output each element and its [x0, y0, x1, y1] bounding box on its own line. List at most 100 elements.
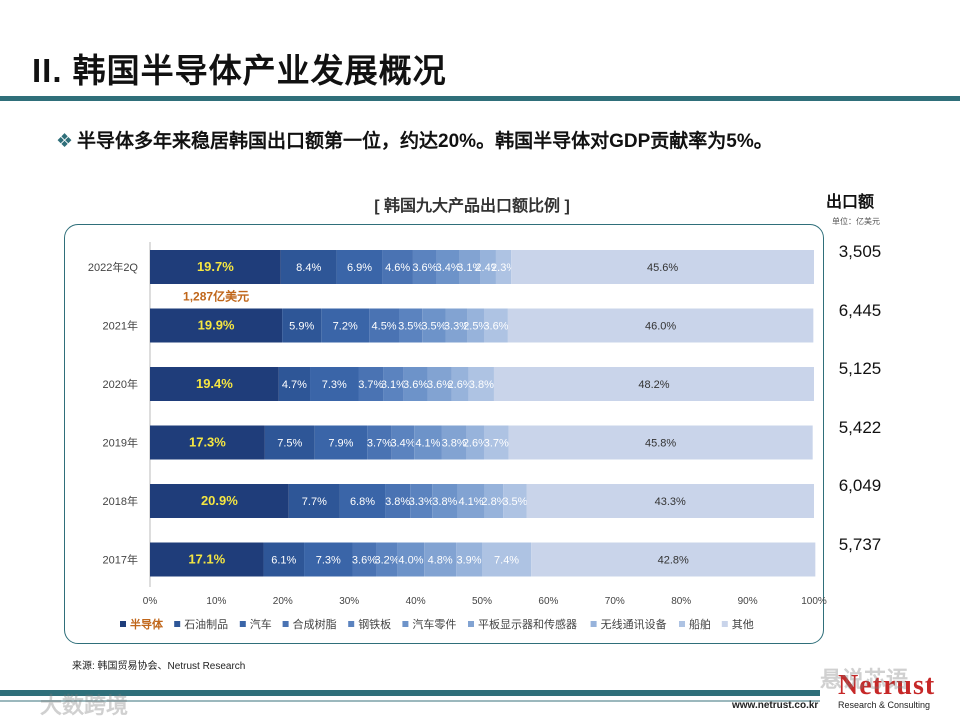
- data-label: 3.8%: [469, 379, 494, 391]
- diamond-bullet-icon: ❖: [56, 131, 74, 152]
- footer-band: [0, 690, 820, 696]
- export-total-value: 5,422: [838, 417, 882, 437]
- data-label: 4.1%: [459, 496, 484, 508]
- bar-segment: [507, 308, 814, 343]
- annotation-label: 1,287亿美元: [183, 289, 249, 304]
- x-tick-label: 0%: [143, 596, 158, 607]
- legend-swatch: [239, 621, 246, 627]
- bar-segment: [457, 484, 485, 518]
- data-label: 6.8%: [350, 496, 375, 508]
- data-label: 2.4%: [475, 262, 500, 274]
- bar-segment: [432, 484, 458, 518]
- x-tick-label: 50%: [472, 596, 492, 607]
- category-label: 2019年: [103, 436, 138, 450]
- bar-segment: [397, 542, 425, 577]
- bar-segment: [278, 367, 311, 401]
- data-label: 3.6%: [403, 379, 428, 391]
- bar-segment: [484, 484, 504, 518]
- bar-segment: [422, 308, 446, 343]
- legend-swatch: [468, 621, 474, 627]
- bar-segment: [412, 250, 437, 284]
- data-label: 4.0%: [398, 555, 423, 567]
- category-label: 2022年2Q: [88, 260, 139, 274]
- bar-segment: [150, 425, 265, 460]
- bar-segment: [310, 367, 359, 401]
- bar-segment: [263, 542, 305, 577]
- bar-segment: [336, 250, 383, 284]
- chart-panel: [64, 224, 824, 644]
- subtitle: ❖ 半导体多年来稳居韩国出口额第一位，约达20%。韩国半导体对GDP贡献率为5%。: [56, 126, 773, 153]
- watermark-left: 大数跨境: [40, 693, 129, 718]
- bar-segment: [150, 542, 264, 577]
- bar-segment: [508, 425, 813, 460]
- bar-segment: [264, 425, 315, 460]
- data-label: 4.8%: [428, 555, 453, 567]
- bar-segment: [467, 308, 484, 343]
- data-label: 6.1%: [271, 555, 296, 567]
- bar-segment: [480, 250, 496, 284]
- data-label: 19.4%: [196, 376, 233, 391]
- data-label: 7.3%: [322, 379, 347, 391]
- x-tick-label: 90%: [738, 596, 758, 607]
- bar-segment: [493, 367, 814, 401]
- data-label: 7.9%: [328, 438, 353, 450]
- legend-entry: 无线通讯设备: [601, 617, 667, 631]
- data-label: 3.4%: [436, 262, 461, 274]
- category-label: 2020年: [103, 377, 138, 391]
- legend-swatch: [402, 621, 409, 627]
- bar-segment: [456, 542, 482, 577]
- x-tick-label: 10%: [206, 596, 226, 607]
- logo-text: Netrust: [838, 670, 936, 701]
- bar-segment: [483, 425, 509, 460]
- data-label: 4.5%: [372, 321, 397, 333]
- data-label: 17.1%: [188, 552, 225, 567]
- source-note: 来源: 韩国贸易协会、Netrust Research: [72, 661, 246, 672]
- x-tick-label: 100%: [801, 596, 827, 607]
- bar-segment: [314, 425, 368, 460]
- bar-segment: [352, 542, 377, 577]
- bar-segment: [376, 542, 398, 577]
- data-label: 3.6%: [352, 555, 377, 567]
- bar-segment: [383, 367, 404, 401]
- data-label: 3.1%: [457, 262, 482, 274]
- footer-url[interactable]: www.netrust.co.kr: [732, 700, 819, 711]
- data-label: 3.7%: [484, 438, 509, 450]
- legend-swatch: [282, 621, 289, 627]
- bar-segment: [367, 425, 392, 460]
- data-label: 2.6%: [448, 379, 473, 391]
- page-title: II. 韩国半导体产业发展概况: [32, 52, 447, 89]
- legend-swatch: [348, 621, 355, 627]
- data-label: 3.6%: [483, 321, 508, 333]
- legend-swatch: [120, 621, 126, 627]
- legend-entry: 汽车: [250, 617, 272, 631]
- data-label: 6.9%: [347, 262, 372, 274]
- legend-entry: 平板显示器和传感器: [478, 617, 577, 631]
- bar-segment: [468, 367, 494, 401]
- bar-segment: [391, 425, 415, 460]
- data-label: 3.8%: [442, 438, 467, 450]
- bar-segment: [150, 367, 279, 401]
- bar-segment: [503, 484, 527, 518]
- bar-segment: [150, 308, 283, 343]
- legend-entry: 汽车零件: [412, 617, 456, 631]
- data-label: 3.3%: [409, 496, 434, 508]
- data-label: 19.9%: [198, 318, 235, 333]
- data-label: 3.6%: [427, 379, 452, 391]
- bar-segment: [369, 308, 399, 343]
- data-label: 3.6%: [412, 262, 437, 274]
- data-label: 17.3%: [189, 435, 226, 450]
- category-label: 2021年: [103, 319, 138, 333]
- export-total-value: 5,125: [838, 359, 882, 378]
- bar-segment: [150, 250, 281, 284]
- bar-segment: [424, 542, 457, 577]
- bar-segment: [339, 484, 386, 518]
- data-label: 45.8%: [645, 438, 676, 450]
- bar-segment: [451, 367, 469, 401]
- x-tick-label: 80%: [671, 596, 691, 607]
- bar-segment: [304, 542, 353, 577]
- legend-swatch: [174, 621, 181, 627]
- data-label: 3.7%: [358, 379, 383, 391]
- bar-segment: [358, 367, 384, 401]
- subtitle-text: 半导体多年来稳居韩国出口额第一位，约达20%。韩国半导体对GDP贡献率为5%。: [77, 131, 773, 152]
